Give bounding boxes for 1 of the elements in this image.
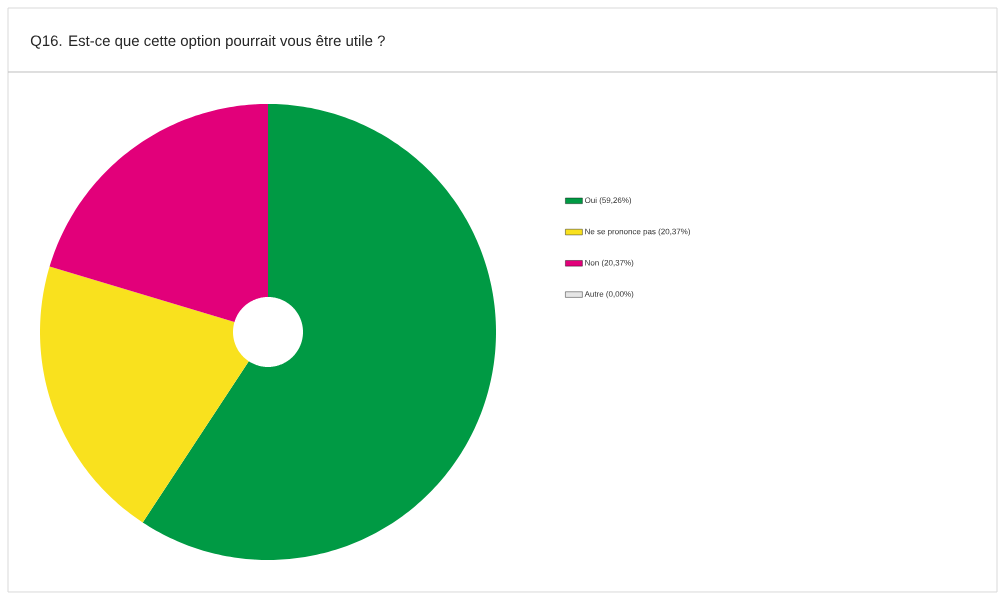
chart-title: Q16. Est-ce que cette option pourrait vous être utile ? bbox=[30, 35, 385, 49]
